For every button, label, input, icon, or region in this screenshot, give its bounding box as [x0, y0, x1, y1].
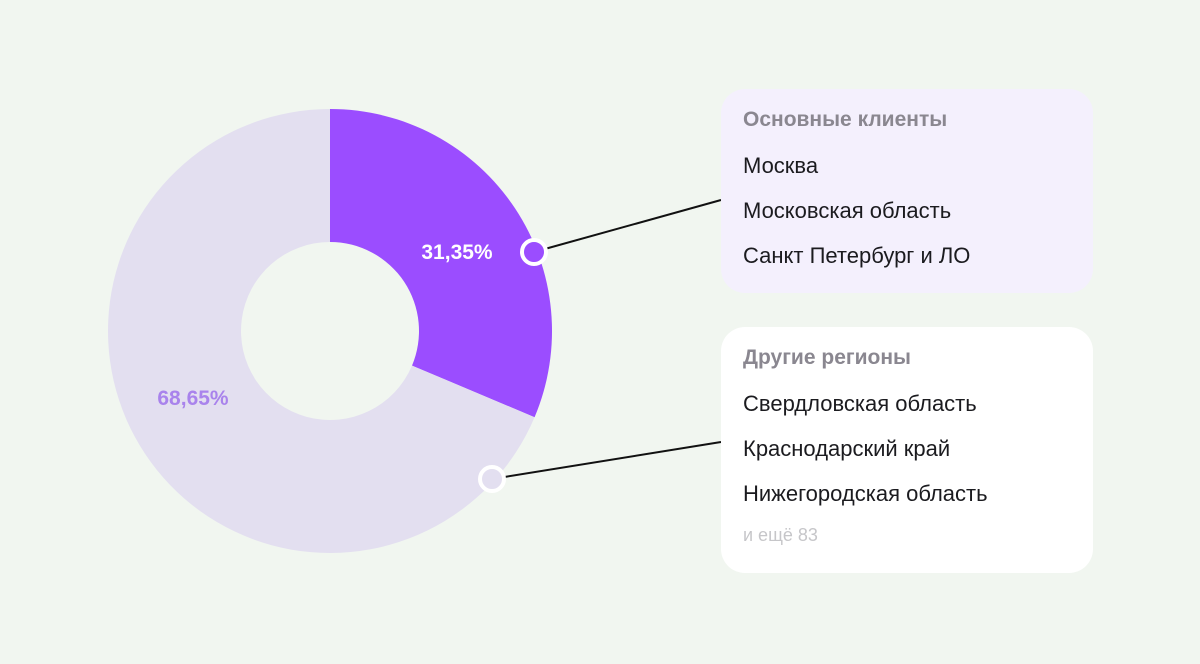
main-clients-title: Основные клиенты	[743, 108, 948, 131]
slice-label-other-regions: 68,65%	[157, 387, 229, 410]
main-clients-item: Московская область	[743, 198, 952, 223]
other-regions-card: Другие регионы Свердловская область Крас…	[721, 327, 1093, 573]
chart-slices	[108, 109, 552, 553]
other-regions-item: Краснодарский край	[743, 436, 951, 461]
connector-marker-main-clients	[520, 238, 548, 266]
other-regions-more: и ещё 83	[743, 525, 818, 545]
other-regions-item: Нижегородская область	[743, 481, 988, 506]
slice-label-main-clients: 31,35%	[421, 241, 493, 264]
slice-other-regions	[108, 109, 535, 553]
other-regions-item: Свердловская область	[743, 391, 977, 416]
connector-line-main-clients	[533, 199, 722, 253]
connector-line-other-regions	[491, 441, 722, 480]
main-clients-card: Основные клиенты Москва Московская облас…	[721, 89, 1093, 293]
connector-marker-other-regions	[478, 465, 506, 493]
main-clients-item: Санкт Петербург и ЛО	[743, 243, 971, 268]
chart-connectors	[478, 199, 722, 493]
other-regions-title: Другие регионы	[743, 346, 911, 369]
slice-main-clients	[330, 109, 552, 418]
main-clients-item: Москва	[743, 153, 819, 178]
